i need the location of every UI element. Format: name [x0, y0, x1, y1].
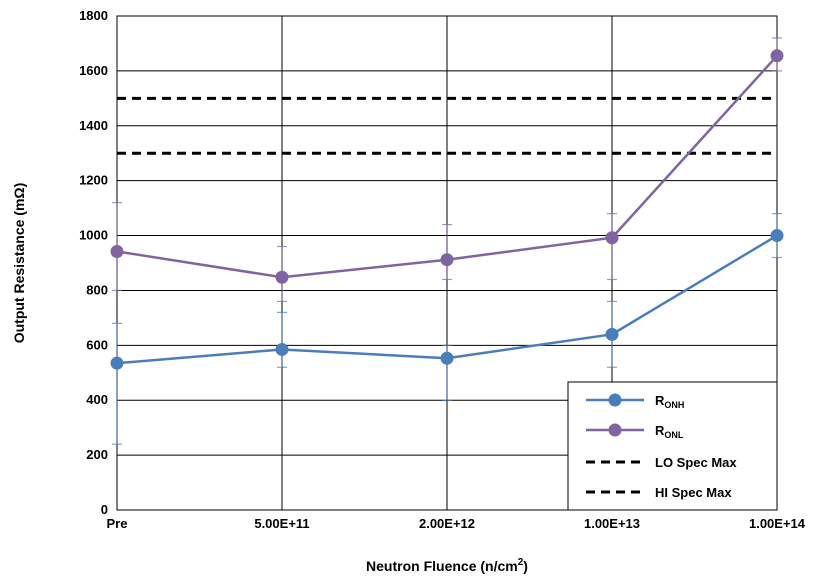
y-tick-label: 400: [86, 392, 108, 407]
legend-label: LO Spec Max: [655, 455, 737, 470]
data-point: [770, 49, 784, 63]
y-tick-label: 1400: [79, 118, 108, 133]
y-tick-label: 0: [101, 502, 108, 517]
data-point: [440, 253, 454, 267]
legend-label-subscript: ONH: [664, 400, 684, 410]
y-tick-label: 1600: [79, 63, 108, 78]
legend-label-subscript: ONL: [664, 430, 684, 440]
y-tick-label: 1800: [79, 8, 108, 23]
y-axis-title: Output Resistance (mΩ): [11, 183, 27, 344]
y-tick-label: 200: [86, 447, 108, 462]
legend-box: [567, 381, 778, 511]
data-point: [770, 229, 784, 243]
y-tick-label: 600: [86, 337, 108, 352]
data-point: [275, 270, 289, 284]
legend-label-main: R: [655, 423, 665, 438]
y-tick-label: 800: [86, 282, 108, 297]
data-point: [110, 244, 124, 258]
legend-marker: [608, 393, 622, 407]
x-tick-label: 5.00E+11: [254, 516, 309, 531]
y-tick-label: 1200: [79, 173, 108, 188]
series-group: [110, 37, 784, 303]
x-tick-label: 1.00E+14: [749, 516, 806, 531]
legend-marker: [608, 423, 622, 437]
series-group: [110, 213, 784, 445]
y-tick-labels: 0 200 400 600 800 1000 1200 1400 1600 1800: [79, 8, 108, 517]
legend-label-main: R: [655, 393, 665, 408]
spec-limit-lines: [117, 96, 777, 155]
data-point: [440, 351, 454, 365]
data-point: [110, 356, 124, 370]
x-axis-title: Neutron Fluence (n/cm2): [366, 557, 528, 574]
x-tick-label: 2.00E+12: [419, 516, 475, 531]
data-point: [605, 327, 619, 341]
data-point: [605, 231, 619, 245]
data-point: [275, 342, 289, 356]
legend-label: RONH: [655, 393, 684, 410]
x-axis-title-suffix: ): [523, 558, 528, 574]
legend-label: HI Spec Max: [655, 485, 732, 500]
x-axis-title-superscript: 2: [518, 557, 524, 568]
x-tick-label: 1.00E+13: [584, 516, 640, 531]
y-tick-label: 1000: [79, 228, 108, 243]
legend-label: RONL: [655, 423, 684, 440]
x-tick-label: Pre: [107, 516, 128, 531]
x-tick-labels: Pre 5.00E+11 2.00E+12 1.00E+13 1.00E+14: [107, 516, 806, 531]
data-series: [110, 37, 784, 445]
